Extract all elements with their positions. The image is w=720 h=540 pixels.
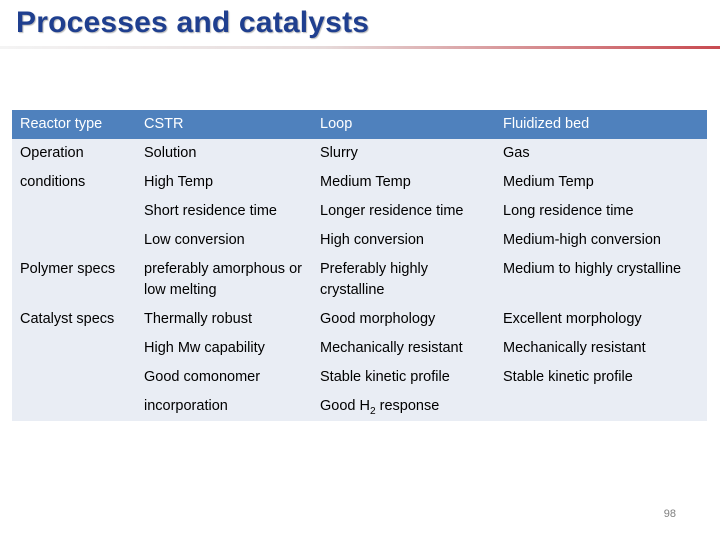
title-rule <box>0 46 720 49</box>
table-cell: Gas <box>495 139 707 168</box>
table-cell: Low conversion <box>136 226 312 255</box>
table-cell: Polymer specs <box>12 255 136 305</box>
table-cell: Good morphology <box>312 305 495 334</box>
h2-label: Good H <box>320 398 370 414</box>
table-cell: Stable kinetic profile <box>495 363 707 392</box>
table-row: Catalyst specs Thermally robust Good mor… <box>12 305 707 334</box>
table-cell <box>12 197 136 226</box>
table-cell: preferably amorphous or low melting <box>136 255 312 305</box>
table-cell: Catalyst specs <box>12 305 136 334</box>
table-cell: Slurry <box>312 139 495 168</box>
table-cell: incorporation <box>136 392 312 421</box>
table-row: Low conversion High conversion Medium-hi… <box>12 226 707 255</box>
table-cell: Preferably highly crystalline <box>312 255 495 305</box>
table-cell: Medium Temp <box>312 168 495 197</box>
process-catalyst-table: Reactor type CSTR Loop Fluidized bed Ope… <box>12 110 707 421</box>
page-number: 98 <box>663 508 676 520</box>
table-row: High Mw capability Mechanically resistan… <box>12 334 707 363</box>
table-cell: High conversion <box>312 226 495 255</box>
table-cell: High Temp <box>136 168 312 197</box>
table-cell: Excellent morphology <box>495 305 707 334</box>
table-cell: Solution <box>136 139 312 168</box>
table-cell: Thermally robust <box>136 305 312 334</box>
slide-title: Processes and catalysts <box>16 6 370 39</box>
table-cell <box>495 392 707 421</box>
table-cell: Mechanically resistant <box>495 334 707 363</box>
table-header-row: Reactor type CSTR Loop Fluidized bed <box>12 110 707 139</box>
header-cell-cstr: CSTR <box>136 110 312 139</box>
header-cell-fluidized-bed: Fluidized bed <box>495 110 707 139</box>
table-row: incorporation Good H2 response <box>12 392 707 421</box>
table-cell: conditions <box>12 168 136 197</box>
table-cell: Medium to highly crystalline <box>495 255 707 305</box>
table-row: conditions High Temp Medium Temp Medium … <box>12 168 707 197</box>
table-row: Good comonomer Stable kinetic profile St… <box>12 363 707 392</box>
table-cell <box>12 226 136 255</box>
table-cell-h2-response: Good H2 response <box>312 392 495 421</box>
table-row: Short residence time Longer residence ti… <box>12 197 707 226</box>
table-cell: Long residence time <box>495 197 707 226</box>
table-cell: Operation <box>12 139 136 168</box>
table-cell: Medium Temp <box>495 168 707 197</box>
table-cell <box>12 334 136 363</box>
header-cell-loop: Loop <box>312 110 495 139</box>
table-cell: Medium-high conversion <box>495 226 707 255</box>
table-cell: Longer residence time <box>312 197 495 226</box>
h2-suffix: response <box>375 398 440 414</box>
table-cell: Short residence time <box>136 197 312 226</box>
table-row: Operation Solution Slurry Gas <box>12 139 707 168</box>
table-cell: Mechanically resistant <box>312 334 495 363</box>
h2-subscript: 2 <box>369 405 376 417</box>
table-row: Polymer specs preferably amorphous or lo… <box>12 255 707 305</box>
table-cell: High Mw capability <box>136 334 312 363</box>
table-cell: Good comonomer <box>136 363 312 392</box>
table-cell <box>12 363 136 392</box>
header-cell-reactor-type: Reactor type <box>12 110 136 139</box>
table-cell: Stable kinetic profile <box>312 363 495 392</box>
table-cell <box>12 392 136 421</box>
